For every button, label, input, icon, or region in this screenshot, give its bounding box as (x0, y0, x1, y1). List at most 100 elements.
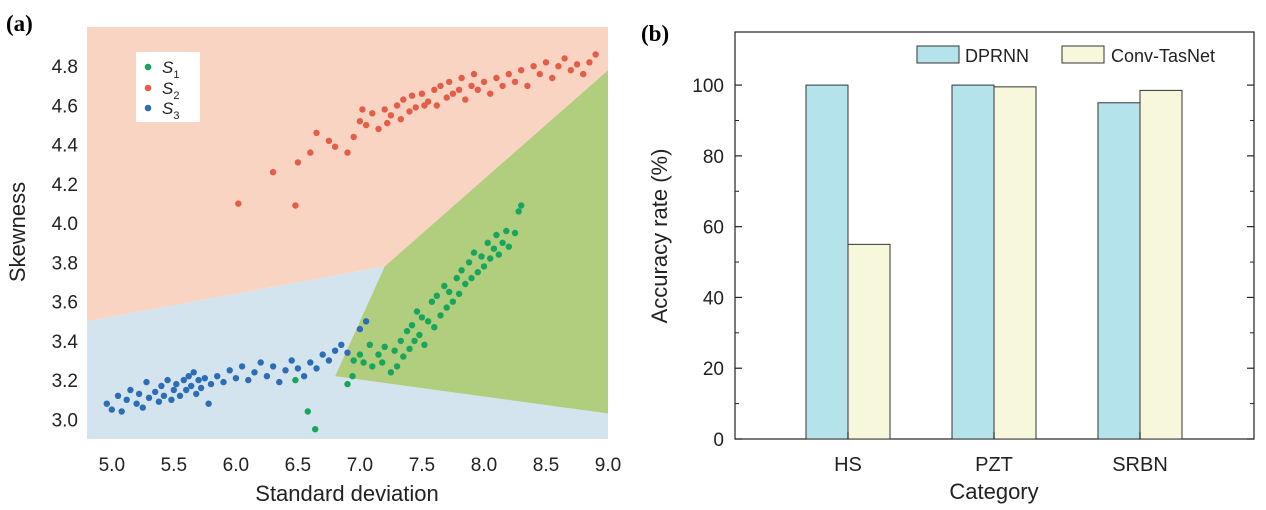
panel-b-label: (b) (641, 21, 669, 46)
point-s1 (499, 239, 506, 246)
point-s3 (108, 406, 116, 413)
point-s1 (379, 359, 386, 366)
point-s1 (518, 202, 525, 209)
legend: DPRNN Conv-TasNet (916, 45, 1215, 66)
point-s2 (480, 78, 488, 86)
point-s3 (294, 365, 302, 372)
point-s2 (387, 112, 395, 119)
point-s3 (288, 357, 295, 364)
point-s3 (135, 390, 143, 398)
legend-label-s3: S3 (162, 99, 179, 122)
legend-marker-s1 (144, 63, 152, 71)
point-s1 (495, 251, 502, 258)
category-label: PZT (975, 454, 1013, 476)
point-s3 (356, 325, 364, 333)
point-s1 (344, 380, 351, 388)
point-s1 (381, 343, 388, 350)
legend-item-dprnn: DPRNN (916, 45, 1029, 66)
point-s3 (313, 365, 320, 372)
legend-label-s1: S1 (162, 58, 179, 81)
point-s3 (338, 341, 345, 348)
point-s1 (490, 245, 498, 252)
point-s2 (424, 98, 432, 105)
point-s2 (406, 108, 413, 115)
point-s3 (180, 376, 187, 384)
panel-a: (a) 5.0 5.5 6.0 6.5 7.0 7.5 8.0 8.5 9.0 3.03.23.… (5, 11, 621, 506)
point-s3 (201, 375, 208, 382)
point-s2 (235, 200, 242, 207)
decision-regions (87, 27, 608, 439)
point-s1 (421, 341, 428, 348)
point-s1 (511, 229, 519, 237)
point-s1 (474, 269, 481, 276)
point-s2 (462, 96, 469, 103)
point-s3 (114, 392, 122, 399)
point-s2 (592, 51, 599, 58)
y-tick-labels: 3.0 3.2 3.4 3.6 3.8 4.0 4.2 4.4 4.6 4.8 (52, 57, 79, 431)
y-tick-label: 3.2 (52, 371, 78, 392)
point-s3 (160, 392, 168, 399)
legend-swatch-dprnn (916, 45, 960, 64)
y-tick-label: 100 (692, 76, 724, 97)
point-s2 (294, 159, 302, 166)
point-s1 (408, 322, 416, 329)
point-s3 (170, 386, 177, 394)
legend-label-conv-tasnet: Conv-TasNet (1111, 46, 1215, 66)
y-tick-label: 80 (703, 147, 724, 168)
point-s1 (360, 359, 367, 366)
point-s3 (263, 373, 271, 380)
point-s1 (437, 312, 444, 319)
point-s1 (470, 249, 478, 256)
point-s1 (503, 227, 510, 235)
bar-dprnn-srbn (1097, 102, 1141, 440)
point-s1 (465, 259, 473, 266)
point-s2 (586, 59, 593, 66)
point-s3 (319, 351, 326, 358)
point-s2 (359, 106, 366, 113)
point-s1 (400, 353, 407, 360)
point-s2 (418, 90, 426, 97)
point-s2 (325, 137, 333, 144)
legend-item-s1: S1 (144, 58, 179, 81)
category-labels: HS PZT SRBN (834, 432, 1168, 476)
point-s2 (446, 78, 453, 86)
point-s3 (214, 373, 221, 380)
point-s3 (325, 357, 333, 364)
legend-marker-s2 (144, 84, 152, 92)
point-s1 (403, 327, 411, 335)
point-s2 (431, 86, 438, 94)
point-s2 (433, 102, 440, 109)
category-label: SRBN (1112, 454, 1168, 476)
bars (805, 84, 1183, 440)
point-s3 (282, 367, 289, 374)
point-s3 (118, 408, 125, 415)
point-s3 (127, 386, 134, 394)
point-s1 (443, 304, 450, 311)
legend-item-s3: S3 (144, 99, 179, 122)
point-s3 (269, 363, 277, 370)
point-s3 (123, 396, 130, 403)
x-tick-label: 7.5 (409, 455, 435, 476)
point-s2 (449, 90, 457, 97)
point-s2 (567, 67, 574, 74)
point-s1 (455, 290, 463, 297)
y-tick-label: 3.0 (52, 410, 78, 431)
point-s3 (205, 400, 212, 407)
bar-conv-tasnet-pzt (993, 86, 1037, 440)
point-s1 (304, 408, 311, 415)
x-tick-label: 6.5 (285, 455, 311, 476)
point-s2 (362, 121, 370, 129)
point-s2 (384, 119, 391, 127)
point-s1 (366, 341, 373, 348)
point-s2 (580, 70, 587, 78)
y-axis-label: Accuracy rate (%) (647, 149, 672, 324)
point-s1 (493, 231, 500, 239)
point-s2 (499, 82, 506, 90)
point-s3 (139, 404, 146, 411)
point-s1 (397, 337, 404, 345)
point-s2 (412, 104, 419, 111)
point-s2 (474, 86, 481, 94)
point-s1 (350, 357, 357, 364)
y-axis-label: Skewness (5, 182, 30, 282)
y-tick-label: 4.6 (52, 96, 78, 117)
